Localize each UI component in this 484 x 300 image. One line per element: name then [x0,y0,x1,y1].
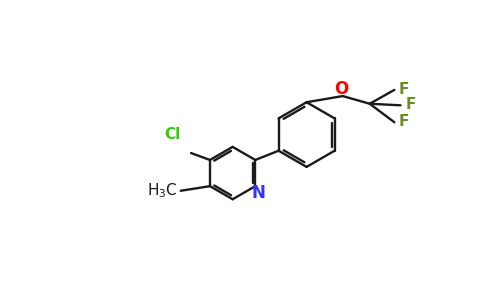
Text: Cl: Cl [165,127,181,142]
Text: H$_3$C: H$_3$C [147,182,178,200]
Text: N: N [252,184,265,202]
Text: O: O [334,80,348,98]
Text: F: F [405,97,415,112]
Text: F: F [399,114,409,129]
Text: F: F [399,82,409,97]
